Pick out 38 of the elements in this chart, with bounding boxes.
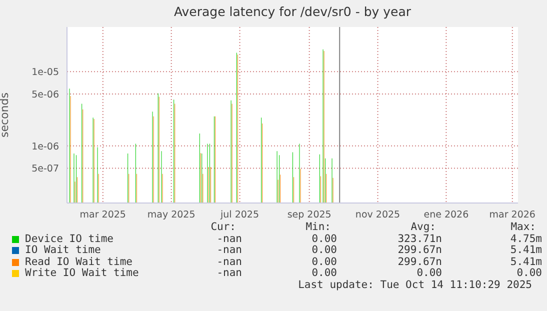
text: -nan <box>216 256 242 268</box>
text: -nan <box>216 232 242 245</box>
text: -nan <box>216 244 242 256</box>
legend-label: Write IO Wait time <box>25 267 139 280</box>
text: 299.67n <box>396 256 442 268</box>
legend-label: Device IO time <box>25 232 114 245</box>
text: 0.00 <box>310 267 337 280</box>
text: Last update: Tue Oct 14 11:10:29 2025 <box>297 278 532 291</box>
text: 299.67n <box>396 244 442 256</box>
text: Max: <box>510 221 537 234</box>
text: -nan <box>216 267 242 280</box>
text: 0.00 <box>310 232 337 245</box>
text: Min: <box>304 221 332 234</box>
text: 0.00 <box>310 256 337 268</box>
y-tick-label: 1e-05 <box>32 67 59 78</box>
x-tick-label: sep 2025 <box>287 210 332 221</box>
x-tick-label: may 2025 <box>147 210 196 221</box>
text: 5.41m <box>509 244 542 256</box>
y-tick-label: 5e-06 <box>32 89 59 100</box>
x-tick-label: jul 2025 <box>220 210 260 221</box>
text: Avg: <box>410 221 437 234</box>
text: 0.00 <box>310 244 337 256</box>
text: 0.00 <box>516 267 542 280</box>
x-tick-label: ene 2026 <box>424 210 469 221</box>
chart-title: Average latency for /dev/sr0 - by year <box>172 4 412 19</box>
text: 4.75m <box>509 232 542 245</box>
x-tick-label: nov 2025 <box>355 210 400 221</box>
x-tick-label: mar 2025 <box>80 210 126 221</box>
x-tick-label: mar 2026 <box>489 210 536 221</box>
legend-label: Read IO Wait time <box>25 256 132 268</box>
y-tick-label: 5e-07 <box>32 164 59 175</box>
text: 5.41m <box>509 256 542 268</box>
y-tick-label: 1e-06 <box>32 141 59 152</box>
legend-label: IO Wait time <box>25 244 101 256</box>
text: Cur: <box>210 221 237 234</box>
text: 323.71n <box>396 232 442 245</box>
y-axis-title: seconds <box>0 92 11 138</box>
text: 0.00 <box>416 267 442 280</box>
